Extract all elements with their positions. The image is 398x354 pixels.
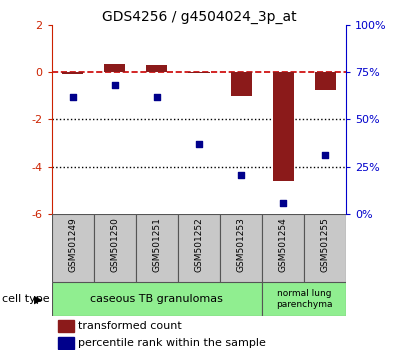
Bar <box>94 214 136 282</box>
Bar <box>220 214 262 282</box>
Bar <box>315 72 336 90</box>
Point <box>112 82 118 88</box>
Bar <box>104 64 125 72</box>
Text: GSM501254: GSM501254 <box>279 218 288 272</box>
Bar <box>262 282 346 316</box>
Bar <box>304 214 346 282</box>
Text: GSM501255: GSM501255 <box>321 218 330 273</box>
Text: transformed count: transformed count <box>78 321 182 331</box>
Text: ▶: ▶ <box>34 294 42 304</box>
Point <box>70 94 76 100</box>
Point <box>196 142 202 147</box>
Bar <box>58 337 74 349</box>
Bar <box>178 214 220 282</box>
Bar <box>273 72 294 181</box>
Text: GSM501251: GSM501251 <box>152 218 162 273</box>
Title: GDS4256 / g4504024_3p_at: GDS4256 / g4504024_3p_at <box>101 10 297 24</box>
Text: percentile rank within the sample: percentile rank within the sample <box>78 338 266 348</box>
Bar <box>136 214 178 282</box>
Text: GSM501253: GSM501253 <box>236 218 246 273</box>
Text: GSM501249: GSM501249 <box>68 218 77 272</box>
Text: cell type: cell type <box>2 294 50 304</box>
Bar <box>146 65 168 72</box>
Point <box>322 152 328 158</box>
Point <box>280 201 286 206</box>
Bar <box>52 282 262 316</box>
Point <box>154 94 160 100</box>
Text: GSM501252: GSM501252 <box>195 218 203 272</box>
Bar <box>52 214 94 282</box>
Text: GSM501250: GSM501250 <box>110 218 119 273</box>
Bar <box>62 72 83 74</box>
Bar <box>230 72 252 96</box>
Bar <box>58 320 74 332</box>
Bar <box>189 72 209 73</box>
Bar <box>262 214 304 282</box>
Text: caseous TB granulomas: caseous TB granulomas <box>90 294 223 304</box>
Text: normal lung
parenchyma: normal lung parenchyma <box>276 289 332 309</box>
Point <box>238 172 244 178</box>
